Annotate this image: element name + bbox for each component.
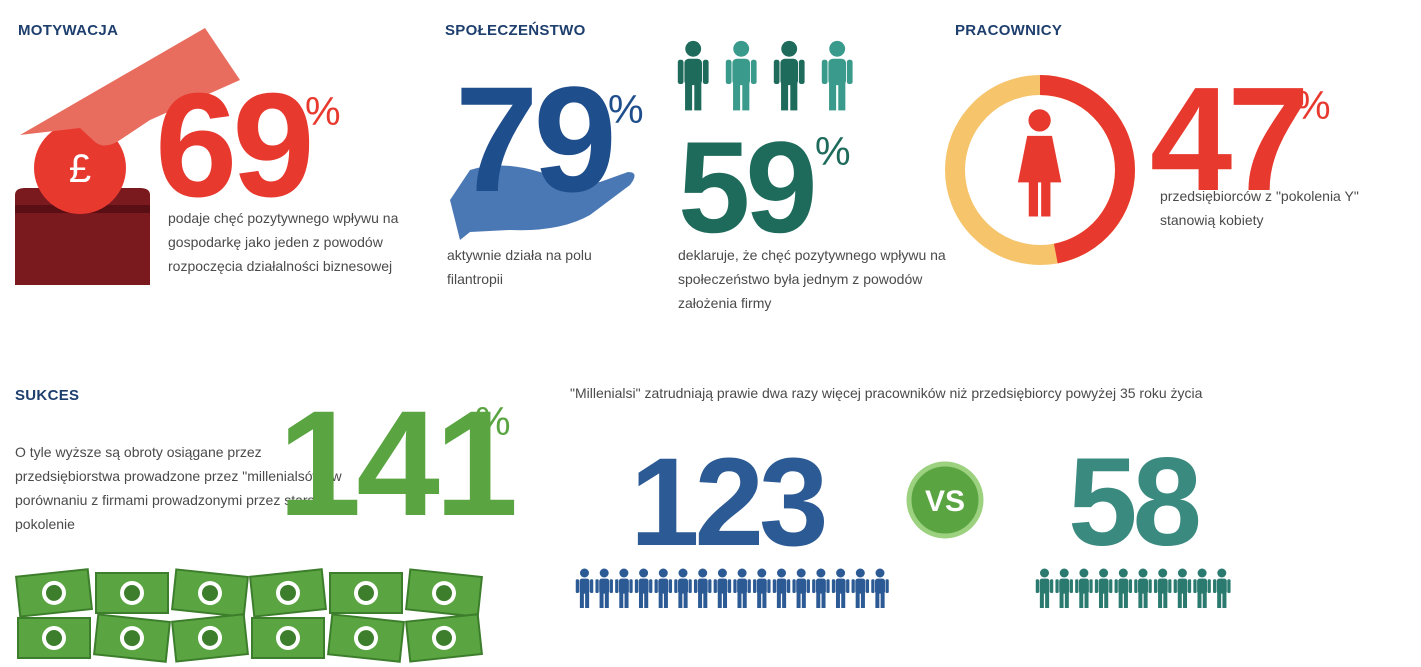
bill-coin-inner [358,585,374,601]
stat-text: podaje chęć pozytywnego wpływu na gospod… [168,206,403,278]
stat-value: 69 [155,72,310,220]
section-title: SPOŁECZEŃSTWO [445,22,586,39]
stat-unit: % [815,132,851,172]
person-icon [678,41,709,111]
person-icon [714,569,732,609]
person-icon [871,569,889,609]
money-icons [16,569,482,662]
bill-icon [172,614,248,661]
person-icon [1055,569,1073,609]
comparison-text: "Millenialsi" zatrudniają prawie dwa raz… [570,381,1250,405]
person-icon [1075,569,1093,609]
person-icon [694,569,712,609]
person-icon [726,41,757,111]
stat-unit: % [608,90,644,130]
section-title: PRACOWNICY [955,22,1062,39]
bill-icon [18,618,90,658]
stat-unit: % [1295,86,1331,126]
person-icon [832,569,850,609]
bill-icon [406,614,482,661]
person-icon [792,569,810,609]
person-icon [576,569,594,609]
person-icon [1193,569,1211,609]
stat-text: deklaruje, że chęć pozytywnego wpływu na… [678,243,963,315]
person-icon [852,569,870,609]
person-icon [1213,569,1231,609]
comparison-value: 58 [1068,440,1197,565]
stat-unit: % [475,402,511,442]
person-icon [1036,569,1054,609]
stat-value: 59 [678,122,813,252]
vs-label: VS [925,485,965,518]
bill-icon [406,569,482,616]
bill-icon [96,573,168,613]
person-icon [812,569,830,609]
bill-coin-inner [280,630,296,646]
person-icon [1095,569,1113,609]
person-icon [1115,569,1133,609]
person-icon [655,569,673,609]
stat-value: 79 [455,64,612,214]
people-icons [678,41,853,111]
section-title: MOTYWACJA [18,22,118,39]
woman-icon [1018,109,1061,216]
person-icon [615,569,633,609]
infographic: £ VS MOTYWACJA 69 % podaje chęć pozytywn… [0,0,1421,667]
bill-icon [16,569,92,616]
bill-icon [252,618,324,658]
person-icon [753,569,771,609]
stat-unit: % [305,92,341,132]
bill-icon [172,569,248,616]
person-icon [595,569,613,609]
bill-icon [94,614,170,661]
person-icon [1154,569,1172,609]
person-icon [773,569,791,609]
pound-sign: £ [69,147,91,191]
person-icon [1134,569,1152,609]
bill-icon [330,573,402,613]
bill-coin-inner [46,630,62,646]
person-icon [774,41,805,111]
bill-icon [250,569,326,616]
person-icon [674,569,692,609]
section-title: SUKCES [15,387,79,404]
person-icon [635,569,653,609]
comparison-value: 123 [630,440,824,565]
stat-text: przedsiębiorców z "pokolenia Y" stanowią… [1160,184,1410,232]
bill-icon [328,614,404,661]
stat-text: aktywnie działa na polu filantropii [447,243,617,291]
person-icon [1174,569,1192,609]
people-rows [576,569,1231,609]
person-icon [733,569,751,609]
person-icon [822,41,853,111]
bill-coin-inner [124,585,140,601]
